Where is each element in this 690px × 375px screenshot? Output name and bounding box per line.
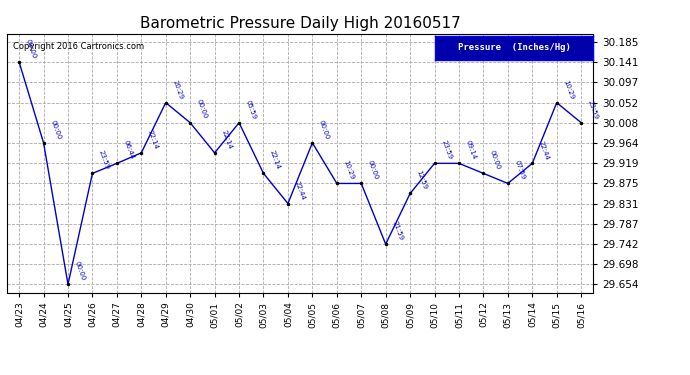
Text: 22:14: 22:14 xyxy=(147,129,159,150)
Text: 09:14: 09:14 xyxy=(464,140,477,160)
Text: 10:29: 10:29 xyxy=(562,79,575,100)
Text: 10:29: 10:29 xyxy=(342,160,355,181)
Text: 00:00: 00:00 xyxy=(489,149,502,171)
Text: 06:44: 06:44 xyxy=(122,140,135,160)
Text: 00:00: 00:00 xyxy=(196,99,208,120)
Text: 22:44: 22:44 xyxy=(538,140,551,160)
Text: 23:59: 23:59 xyxy=(98,150,110,171)
Text: 12:59: 12:59 xyxy=(415,170,428,191)
Text: 22:14: 22:14 xyxy=(269,150,282,171)
Title: Barometric Pressure Daily High 20160517: Barometric Pressure Daily High 20160517 xyxy=(140,16,460,31)
Text: 08:00: 08:00 xyxy=(25,38,37,59)
Text: 23:59: 23:59 xyxy=(586,99,599,120)
Text: 00:00: 00:00 xyxy=(49,119,61,140)
Text: 00:00: 00:00 xyxy=(367,159,380,181)
Text: 00:00: 00:00 xyxy=(318,119,331,140)
Text: 05:59: 05:59 xyxy=(245,99,257,120)
Text: 20:29: 20:29 xyxy=(171,79,184,100)
Text: 23:59: 23:59 xyxy=(440,140,453,160)
Text: Copyright 2016 Cartronics.com: Copyright 2016 Cartronics.com xyxy=(13,42,144,51)
Text: 22:44: 22:44 xyxy=(293,180,306,201)
Text: 00:00: 00:00 xyxy=(74,260,86,282)
Text: 07:59: 07:59 xyxy=(513,160,526,181)
Text: 22:14: 22:14 xyxy=(220,129,233,150)
Text: 21:59: 21:59 xyxy=(391,220,404,242)
